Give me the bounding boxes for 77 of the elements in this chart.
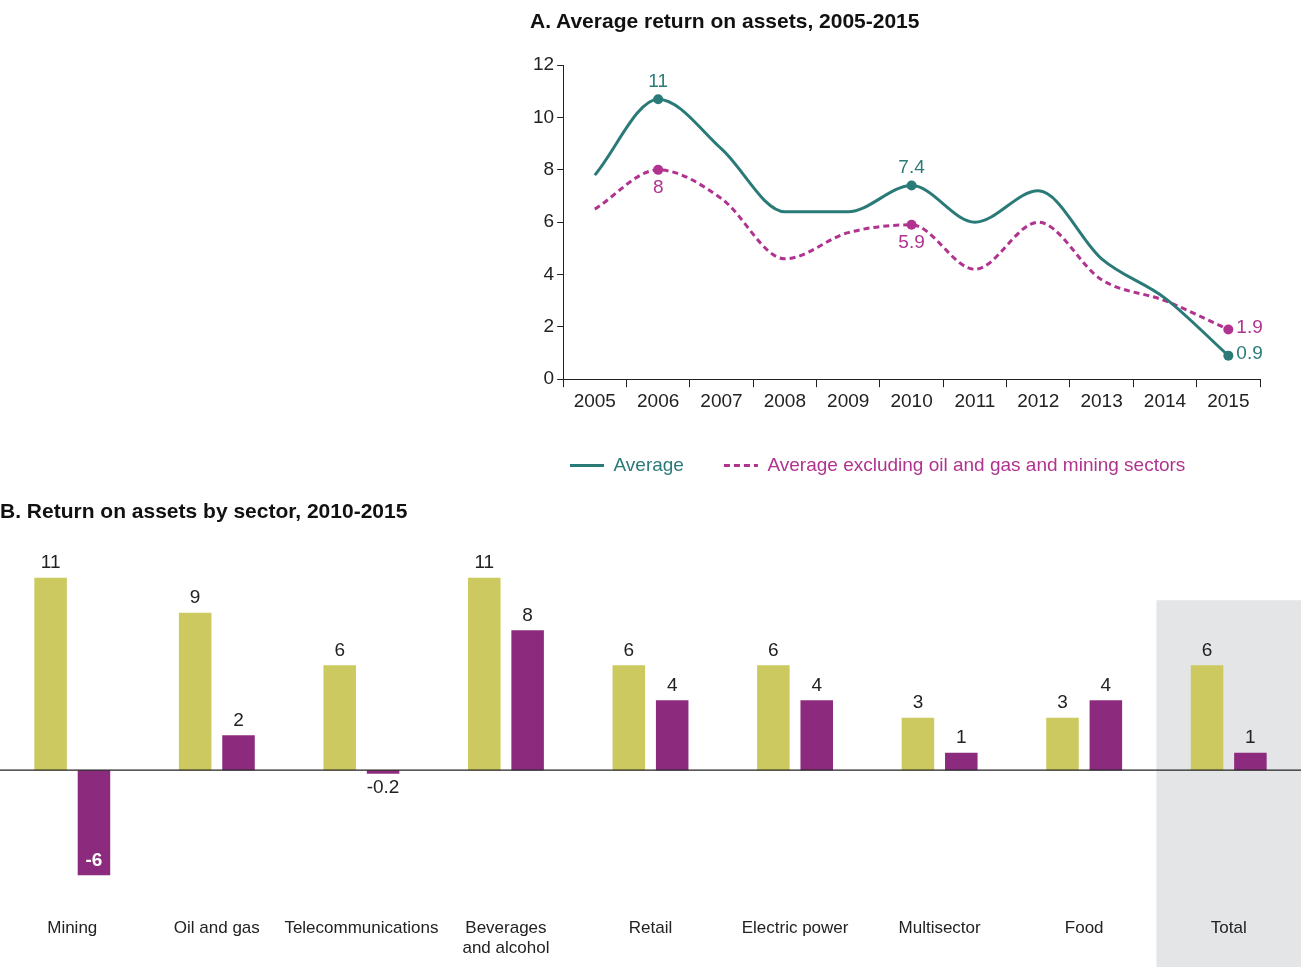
- x-tick-label: Oil and gas: [173, 918, 260, 938]
- data-label: 1: [1245, 726, 1256, 748]
- data-label: 8: [652, 175, 664, 197]
- data-label: 0.9: [1236, 341, 1263, 363]
- y-tick-label: 6: [543, 210, 555, 232]
- x-tick-label: 2011: [954, 389, 996, 411]
- x-tick-label: Multisector: [898, 918, 982, 938]
- data-label: 3: [912, 691, 924, 713]
- bar: [1089, 700, 1123, 771]
- bar: [800, 700, 833, 771]
- x-tick-label: 2012: [1017, 389, 1060, 411]
- x-tick-label: Beverages and alcohol: [462, 918, 550, 958]
- bar: [1234, 752, 1267, 771]
- bar: [901, 717, 935, 771]
- bar: [1046, 717, 1079, 771]
- data-label: 9: [189, 586, 201, 608]
- x-tick-label: 2005: [573, 389, 616, 411]
- data-label: -0.2: [366, 776, 400, 798]
- x-tick-label: 2007: [700, 389, 743, 411]
- chart-title: B. Return on assets by sector, 2010-2015: [0, 499, 408, 523]
- data-label: 7.4: [898, 156, 926, 178]
- x-tick-label: 2015: [1207, 389, 1250, 411]
- x-tick-label: Retail: [628, 918, 673, 938]
- legend-label: Average excluding oil and gas and mining sectors: [767, 453, 1186, 475]
- point: [906, 219, 917, 230]
- x-tick-label: Telecommunications: [284, 918, 439, 938]
- data-label: 4: [811, 673, 823, 695]
- point: [1223, 350, 1234, 361]
- data-label: 11: [40, 551, 61, 573]
- bar: [468, 577, 501, 771]
- data-label: 6: [334, 638, 345, 660]
- x-tick-label: 2006: [637, 389, 680, 411]
- data-label: 11: [474, 551, 495, 573]
- x-tick-label: Electric power: [741, 918, 849, 938]
- data-label: -6: [85, 848, 103, 870]
- x-tick-label: Total: [1210, 918, 1247, 938]
- y-tick-label: 0: [543, 367, 555, 389]
- y-tick-label: 2: [543, 315, 555, 337]
- x-tick-label: Food: [1064, 918, 1104, 938]
- bar: [612, 665, 646, 771]
- data-label: 6: [768, 638, 779, 660]
- y-tick-label: 10: [532, 105, 555, 127]
- point: [1223, 324, 1234, 335]
- data-label: 4: [666, 673, 678, 695]
- bar: [34, 577, 67, 771]
- data-label: 3: [1057, 691, 1068, 713]
- bar: [945, 752, 978, 771]
- x-tick-label: 2010: [890, 389, 933, 411]
- bar: [222, 735, 255, 771]
- legend-label: Average: [613, 453, 684, 475]
- x-tick-label: 2008: [763, 389, 806, 411]
- data-label: 11: [648, 69, 669, 91]
- bar: [757, 665, 790, 771]
- data-label: 2: [233, 708, 244, 730]
- x-tick-label: 2014: [1143, 389, 1187, 411]
- bar: [178, 612, 212, 771]
- bar: [511, 630, 544, 771]
- data-label: 1: [956, 726, 967, 748]
- bar: [1190, 665, 1224, 771]
- data-label: 6: [1201, 638, 1213, 660]
- data-label: 4: [1100, 673, 1112, 695]
- y-tick-label: 12: [532, 53, 555, 75]
- x-tick-label: 2013: [1080, 389, 1123, 411]
- bar: [323, 665, 356, 771]
- x-tick-label: 2009: [827, 389, 870, 411]
- data-label: 6: [623, 638, 635, 660]
- y-tick-label: 8: [543, 158, 555, 180]
- x-tick-label: Mining: [47, 918, 98, 938]
- point: [653, 164, 664, 175]
- point: [653, 94, 664, 105]
- chart-title: A. Average return on assets, 2005-2015: [530, 9, 920, 33]
- point: [906, 180, 917, 191]
- bar: [77, 770, 111, 876]
- y-tick-label: 4: [543, 262, 555, 284]
- data-label: 5.9: [898, 230, 925, 252]
- data-label: 1.9: [1236, 315, 1263, 337]
- bar: [655, 700, 689, 771]
